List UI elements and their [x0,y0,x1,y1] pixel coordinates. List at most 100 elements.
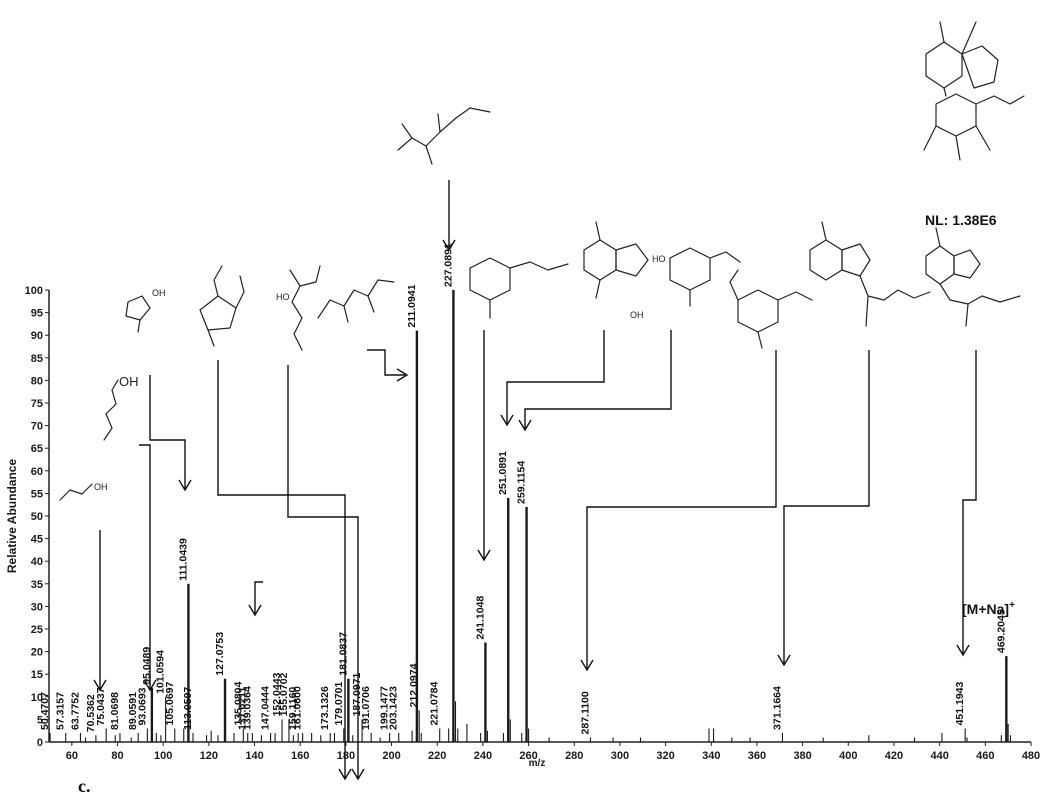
fragment-structures: OH OH OH HO [59,21,1025,501]
arrowhead-451 [956,644,970,657]
x-tick-label: 320 [656,750,674,762]
y-tick-label: 75 [31,398,43,410]
arrow-181 [217,360,346,779]
peak-label: 135.0804 [232,681,244,725]
arrowhead-95 [143,679,157,692]
y-tick-label: 95 [31,308,43,320]
arrowhead-187 [351,768,365,781]
y-tick-label: 35 [31,579,43,591]
x-tick-label: 340 [702,750,720,762]
peak-label: 63.7752 [69,692,81,730]
structure-iridoid-251: OH [583,221,649,320]
peak-label: 181.0837 [337,632,349,676]
y-tick-label: 5 [37,714,43,726]
peak-label: 451.1943 [954,681,966,725]
y-tick-label: 50 [31,511,43,523]
structure-enol-75: OH [59,482,108,501]
peak-label: 113.0597 [182,687,194,730]
hydroxyl-label: OH [94,482,108,492]
normalization-level: NL: 1.38E6 [925,212,997,228]
x-tick-label: 400 [839,750,857,762]
peak-label: 81.0698 [109,692,121,730]
peak-label: 89.0591 [127,692,139,730]
arrow-95 [139,444,151,690]
molecular-ion-label: [M+Na]+ [962,600,1015,617]
fragment-arrows [99,180,977,779]
y-tick-label: 15 [31,669,43,681]
y-tick-label: 40 [31,556,43,568]
peak-label: 469.2045 [995,609,1007,653]
arrow-111 [149,375,186,490]
structure-pyran-259: HO [652,247,741,307]
arrowhead-127 [248,604,262,617]
arrowhead-75 [93,679,107,692]
x-tick-label: 240 [474,750,492,762]
structure-fragment-371 [809,221,931,327]
arrowhead-211 [396,368,409,382]
arrow-251 [506,330,605,425]
hydroxyl-label-large: OH [119,374,139,389]
y-tick-label: 45 [31,534,43,546]
peak-label: 137.0211 [237,687,249,730]
arrow-451 [962,350,977,655]
x-tick-label: 260 [519,750,537,762]
y-tick-label: 10 [31,692,43,704]
structure-keto-227 [397,107,491,165]
peak-label: 259.1154 [516,461,528,504]
y-tick-label: 30 [31,601,43,613]
molecular-ion-text: [M+Na] [962,601,1009,617]
x-tick-label: 460 [976,750,994,762]
x-tick-label: 280 [565,750,583,762]
molecular-ion-charge: + [1009,600,1015,611]
peak-label: 75.0437 [95,687,107,725]
y-tick-label: 100 [25,285,43,297]
arrow-287 [586,350,777,670]
x-axis-title: m/z [529,758,546,769]
structure-diene-211 [317,279,395,323]
y-tick-label: 20 [31,647,43,659]
arrowhead-181 [338,768,352,781]
structure-pyran-241 [469,257,569,319]
x-tick-label: 480 [1022,750,1040,762]
fragment-arrowheads [93,239,970,781]
arrowhead-371 [777,654,791,667]
x-tick-label: 380 [793,750,811,762]
x-tick-label: 160 [291,750,309,762]
peak-label: 101.0594 [155,650,167,694]
x-tick-label: 420 [885,750,903,762]
x-tick-label: 100 [154,750,172,762]
arrowhead-241 [477,549,491,562]
peak-label: 187.0971 [351,672,363,716]
x-tick-label: 360 [748,750,766,762]
peak-label: 93.0693 [136,687,148,725]
peak-label: 152.0443 [271,672,283,716]
hydroxyl-label-111: OH [152,288,166,298]
x-tick-label: 140 [245,750,263,762]
x-tick-label: 60 [66,750,78,762]
hydroxyl-label-251: OH [630,310,644,320]
structure-butenol-95: OH [103,374,139,441]
y-tick-label: 90 [31,330,43,342]
peak-label: 227.0891 [442,243,454,287]
arrow-127 [254,581,263,615]
x-tick-label: 300 [611,750,629,762]
structure-fragment-451 [925,227,1021,327]
peak-label: 70.5362 [85,694,97,732]
structure-cyclopentenone-111: OH [125,288,166,333]
peak-label: 287.1100 [579,691,591,734]
y-tick-label: 80 [31,375,43,387]
peak-label: 50.4707 [39,692,51,730]
peak-label: 221.0784 [429,681,441,725]
x-tick-label: 180 [337,750,355,762]
hydroxyl-label-259: HO [652,254,666,264]
y-tick-label: 55 [31,488,43,500]
x-tick-label: 80 [111,750,123,762]
arrow-259 [524,330,672,430]
x-tick-label: 440 [930,750,948,762]
arrowhead-111 [178,479,192,492]
structure-epoxide-181 [199,265,245,347]
arrow-371 [783,350,870,665]
axis-ticks: 0 5 10 15 20 25 30 35 40 45 50 55 60 65 70 75 80 85 90 95 10… [25,285,1041,762]
peak-label: 211.0941 [406,284,418,327]
